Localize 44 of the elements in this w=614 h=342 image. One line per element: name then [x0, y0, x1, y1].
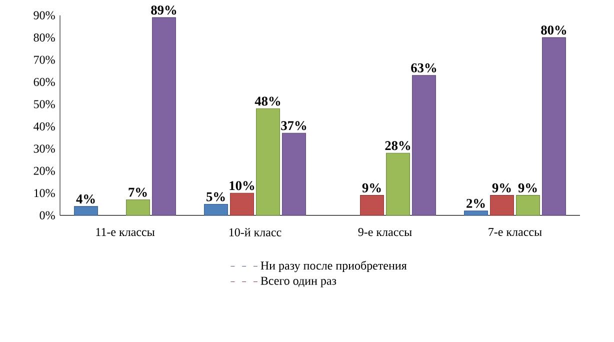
y-tick-label: 70% [34, 56, 55, 64]
data-label: 2% [466, 198, 485, 208]
data-label: 80% [541, 26, 566, 35]
bar [256, 108, 280, 216]
bar [230, 192, 254, 216]
y-tick-label: 60% [34, 78, 55, 86]
y-tick-label: 20% [34, 166, 55, 175]
data-label: 28% [385, 141, 410, 150]
y-tick-label: 40% [34, 122, 55, 131]
data-label: 48% [254, 96, 280, 106]
legend-label: Ни разу после приобретения [260, 260, 407, 272]
bar [412, 75, 436, 216]
bar [464, 210, 488, 216]
y-tick-label: 30% [34, 144, 55, 153]
bar [386, 152, 410, 216]
x-tick-label: 11-е классы [96, 228, 155, 236]
data-label: 9% [518, 183, 537, 192]
bar [542, 37, 566, 216]
bar [152, 17, 176, 216]
data-label: 10% [230, 181, 254, 190]
bar [490, 195, 514, 216]
x-tick-label: 7-е классы [488, 228, 542, 236]
y-tick-label: 0% [40, 211, 55, 220]
y-tick-label: 50% [34, 100, 55, 108]
data-label: 7% [128, 188, 147, 197]
data-label: 9% [362, 183, 381, 192]
bar [74, 206, 98, 216]
bar [360, 195, 384, 216]
data-label: 89% [151, 6, 176, 15]
data-label: 37% [281, 121, 306, 130]
data-label: 63% [411, 63, 436, 72]
data-label: 4% [76, 194, 95, 204]
y-tick-label: 10% [34, 189, 55, 198]
legend-label: Всего один раз [260, 276, 336, 288]
data-label: 5% [206, 192, 225, 202]
bar [204, 204, 228, 216]
x-tick-label: 9-е классы [358, 228, 412, 236]
bar [126, 200, 150, 216]
y-tick-label: 80% [34, 33, 55, 42]
y-tick-label: 90% [34, 11, 55, 20]
data-label: 9% [492, 183, 511, 192]
bar [516, 195, 540, 216]
x-tick-label: 10-й класс [229, 228, 282, 236]
bar [282, 132, 306, 216]
